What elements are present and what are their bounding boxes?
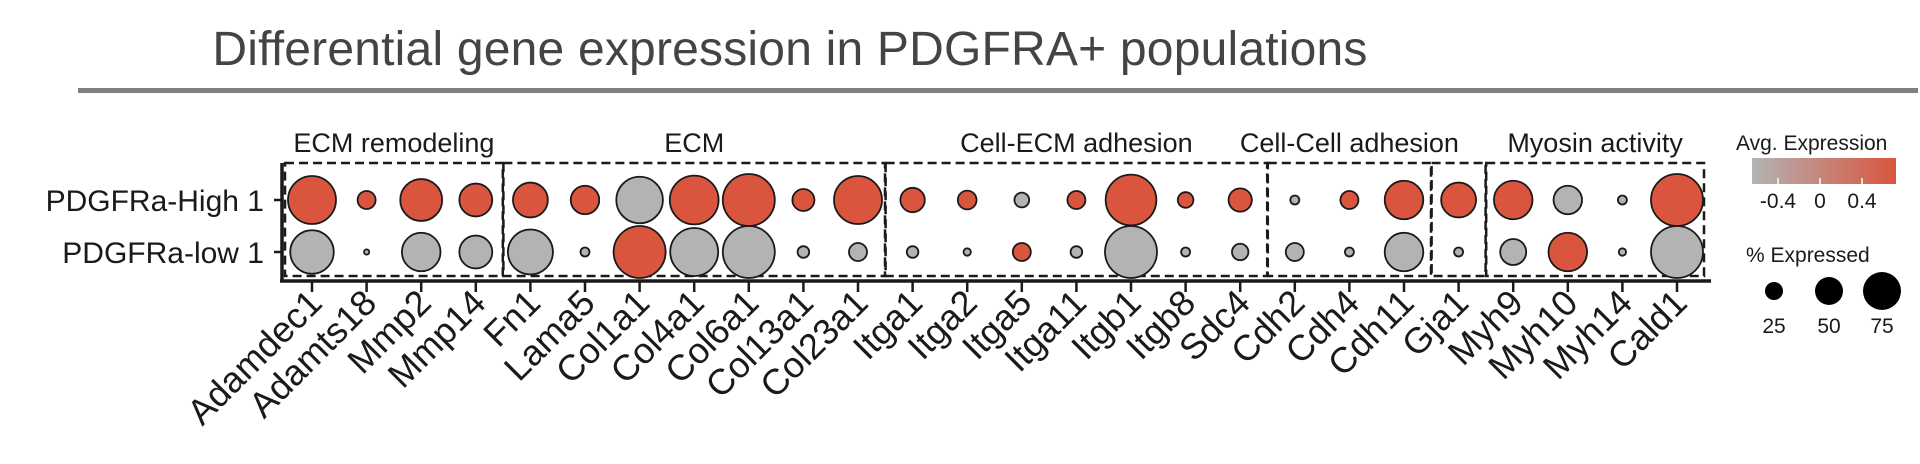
dot-Col4a1-0 [668,174,720,226]
dot-Mmp2-0 [399,178,444,222]
dot-Itga2-1 [962,247,972,257]
dot-Myh10-1 [1547,231,1588,273]
dot-Gja1-1 [1453,246,1465,258]
dot-Cdh4-0 [1339,190,1360,210]
size-legend-dot-75 [1863,272,1901,310]
size-legend-label-50: 50 [1817,315,1840,338]
dot-Cdh2-1 [1284,242,1305,262]
dot-Adamdec1-1 [289,229,335,275]
group-label-5: Myosin activity [1507,128,1683,158]
dot-Sdc4-1 [1231,242,1250,262]
group-frame-2 [884,161,1269,278]
size-legend-title: % Expressed [1746,244,1870,267]
dot-Gja1-0 [1440,181,1477,219]
dot-Cdh4-1 [1343,246,1355,258]
dot-Itga11-0 [1066,190,1087,210]
dot-Itga1-0 [899,186,926,214]
dot-Fn1-1 [506,228,554,276]
group-frame-4 [1430,161,1487,278]
group-frame-3 [1266,161,1433,278]
dot-Mmp14-1 [458,234,494,270]
dot-Cdh2-0 [1289,194,1301,206]
dot-Lama5-0 [569,184,601,216]
dot-Sdc4-0 [1227,187,1253,213]
dot-Myh14-0 [1616,194,1628,206]
color-legend-label-2: 0.4 [1847,190,1877,213]
dot-Itgb1-0 [1104,173,1158,227]
group-label-2: Cell-ECM adhesion [960,128,1193,158]
size-legend-dot-50 [1815,277,1843,305]
dot-Mmp14-0 [458,182,494,218]
dot-Itga5-1 [1011,242,1032,262]
dot-Myh9-1 [1499,238,1528,266]
color-legend-bar [1752,158,1896,184]
dot-Col13a1-0 [791,188,816,212]
chart-title: Differential gene expression in PDGFRA+ … [212,23,1368,76]
dot-Itgb1-1 [1104,225,1158,279]
dot-Col4a1-1 [669,227,720,277]
size-legend-label-75: 75 [1870,315,1893,338]
dot-Col6a1-0 [721,173,776,227]
color-legend-label-0: -0.4 [1760,190,1797,213]
size-legend-dot-25 [1765,282,1783,300]
dot-Cdh11-1 [1383,231,1425,273]
dot-Myh14-1 [1617,247,1627,257]
color-legend-label-1: 0 [1814,190,1826,213]
dot-Col6a1-1 [721,225,776,279]
dot-Myh9-0 [1493,179,1534,221]
dot-Mmp2-1 [401,231,442,273]
dot-Cdh11-0 [1383,179,1425,221]
title-underline [78,88,1918,93]
dot-Col1a1-1 [612,225,667,279]
dot-Itga11-1 [1069,245,1084,259]
dot-Cald1-1 [1650,225,1704,279]
group-frame-5 [1484,161,1706,278]
dot-Adamts18-0 [356,190,377,210]
row-label-1: PDGFRa-low 1 [62,237,264,270]
color-legend-title: Avg. Expression [1736,132,1887,155]
dot-Adamts18-1 [363,248,371,256]
dot-Fn1-0 [512,181,549,219]
dot-Itgb8-1 [1180,246,1192,258]
dot-Lama5-1 [579,246,591,258]
group-label-1: ECM [664,128,724,158]
dot-Col23a1-0 [833,175,883,225]
dot-Itga5-0 [1013,191,1031,209]
dot-Cald1-0 [1650,173,1704,227]
dot-Myh10-0 [1552,184,1583,216]
size-legend-label-25: 25 [1762,315,1785,338]
dot-Col23a1-1 [848,242,868,262]
dot-Itga2-0 [956,189,978,211]
dot-Adamdec1-0 [287,175,337,225]
row-label-0: PDGFRa-High 1 [46,185,264,218]
group-label-0: ECM remodeling [293,128,494,158]
dot-Itga1-1 [905,245,920,259]
dot-Col13a1-1 [796,245,811,259]
group-label-3: Cell-Cell adhesion [1240,128,1459,158]
dot-Itgb8-0 [1176,191,1195,209]
dot-Col1a1-0 [615,175,664,225]
